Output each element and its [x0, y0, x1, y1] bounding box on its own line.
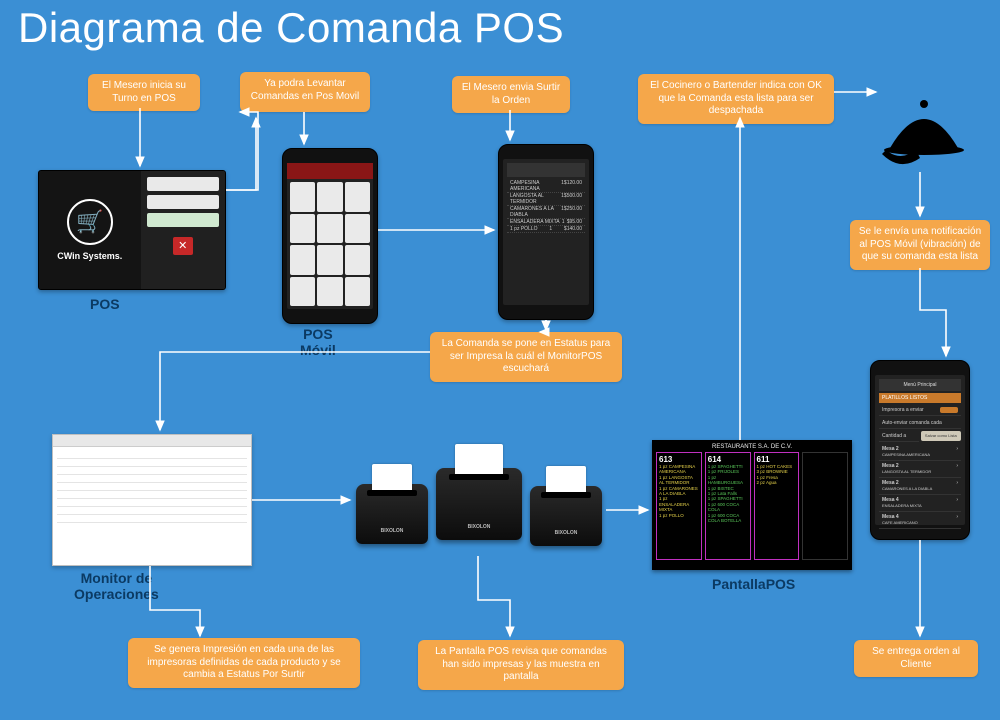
close-icon: ✕ — [173, 237, 193, 255]
settings-field: Impresora a enviar — [879, 405, 961, 416]
save-button: Salvar como Lista — [921, 431, 961, 441]
printer-brand: BIXOLON — [530, 530, 602, 536]
monitor-label: Monitor de Operaciones — [74, 570, 159, 602]
kds-header: RESTAURANTE S.A. DE C.V. — [656, 444, 848, 450]
order-line: CAMARONES A LA DIABLA1$250.00 — [507, 206, 585, 219]
note-cook-ok: El Cocinero o Bartender indica con OK qu… — [638, 74, 834, 124]
mesa-row: Mesa 2CAMPESINA AMERICANA› — [879, 444, 961, 461]
settings-section: PLATILLOS LISTOS — [879, 393, 961, 403]
mobile-toolbar — [287, 163, 373, 179]
settings-title: Menú Principal — [879, 379, 961, 391]
pos-mobile-order-device: CAMPESINA AMERICANA1$120.00LANGOSTA AL T… — [498, 144, 594, 320]
pantalla-label: PantallaPOS — [712, 576, 795, 592]
receipt-printer: BIXOLON — [436, 468, 522, 540]
monitor-window — [52, 434, 252, 566]
pos-field — [147, 195, 220, 209]
note-status-print: La Comanda se pone en Estatus para ser I… — [430, 332, 622, 382]
note-deliver: Se entrega orden al Cliente — [854, 640, 978, 677]
kds-ticket: 6111 pz HOT CAKES3 pz BROWNIE1 pz Fresa2… — [754, 452, 800, 560]
pos-label: POS — [90, 296, 120, 312]
mesa-row: Mesa 2CAMARONES A LA DIABLA› — [879, 478, 961, 495]
pos-desktop-device: 🛒 CWin Systems. ✕ — [38, 170, 226, 290]
printer-brand: BIXOLON — [436, 524, 522, 530]
order-line: LANGOSTA AL TERMIDOR1$500.00 — [507, 193, 585, 206]
order-line: CAMPESINA AMERICANA1$120.00 — [507, 180, 585, 193]
receipt-printer: BIXOLON — [356, 484, 428, 544]
page-title: Diagrama de Comanda POS — [18, 4, 564, 52]
mesa-row: Mesa 4CAFE AMERICANO› — [879, 512, 961, 529]
mesa-row: Mesa 4ENSALADERA MIXTA› — [879, 495, 961, 512]
note-start-turn: El Mesero inicia su Turno en POS — [88, 74, 200, 111]
note-notify-mobile: Se le envía una notificación al POS Móvi… — [850, 220, 990, 270]
order-line: 1 pz POLLO1$140.00 — [507, 226, 585, 233]
serve-cloche-icon — [880, 96, 968, 175]
pos-mobile-menu-device — [282, 148, 378, 324]
receipt-printer: BIXOLON — [530, 486, 602, 546]
kds-ticket: 6131 pz CAMPESINA AMERICANA1 pz LANGOSTA… — [656, 452, 702, 560]
order-toolbar — [507, 163, 585, 177]
food-grid — [287, 179, 373, 309]
note-screen-check: La Pantalla POS revisa que comandas han … — [418, 640, 624, 690]
settings-field: Cantidad a — [879, 431, 919, 442]
pos-brand-label: CWin Systems. — [57, 251, 122, 261]
pos-field — [147, 177, 220, 191]
kds-ticket: 6141 pz SPAGHETTI1 pz FRIJOLES1 pz HAMBU… — [705, 452, 751, 560]
pos-movil-label: POS Móvil — [300, 326, 336, 358]
pos-field — [147, 213, 220, 227]
cart-icon: 🛒 — [67, 199, 113, 245]
order-line: ENSALADERA MIXTA1$95.00 — [507, 219, 585, 226]
note-can-take-orders: Ya podra Levantar Comandas en Pos Movil — [240, 72, 370, 112]
settings-field: Auto-enviar comanda cada — [879, 418, 961, 429]
window-titlebar — [53, 435, 251, 447]
mesa-row: Mesa 2LANGOSTA AL TERMIDOR› — [879, 461, 961, 478]
printer-brand: BIXOLON — [356, 528, 428, 534]
pos-mobile-ready-device: Menú Principal PLATILLOS LISTOS Impresor… — [870, 360, 970, 540]
kds-screen: RESTAURANTE S.A. DE C.V. 6131 pz CAMPESI… — [652, 440, 852, 570]
note-generate-print: Se genera Impresión en cada una de las i… — [128, 638, 360, 688]
note-send-order: El Mesero envia Surtir la Orden — [452, 76, 570, 113]
